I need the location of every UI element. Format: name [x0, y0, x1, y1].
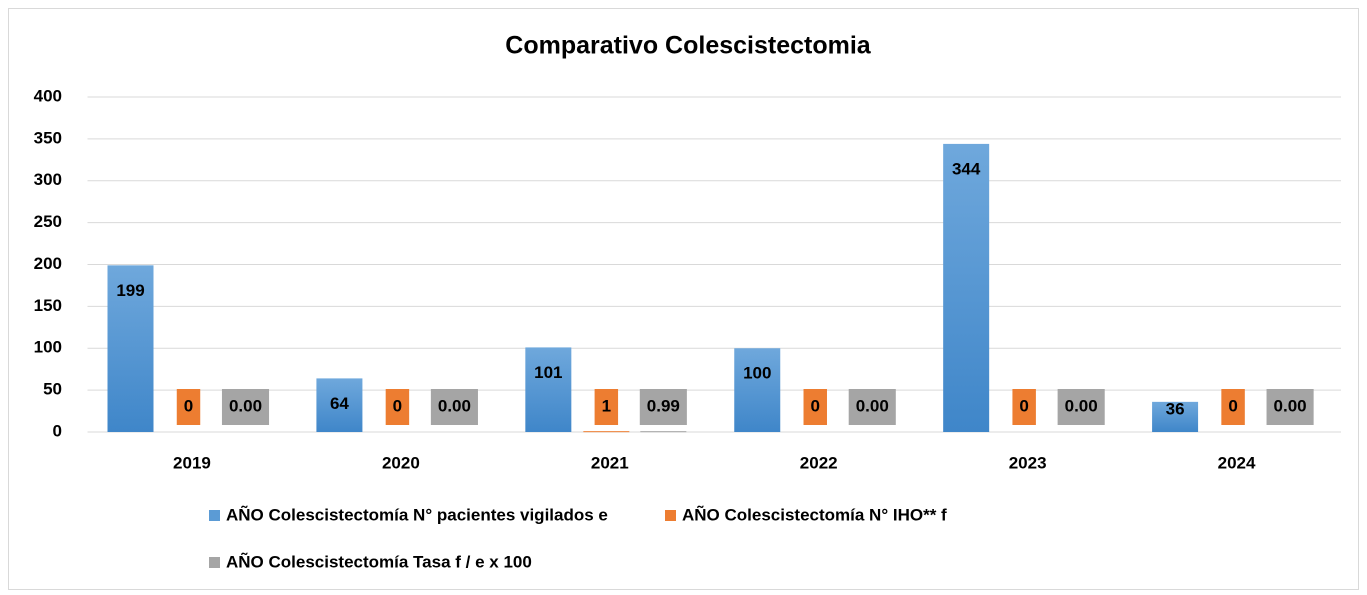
- data-label: 1: [602, 396, 611, 415]
- bar: [640, 431, 687, 433]
- legend-label: AÑO Colescistectomía N° pacientes vigila…: [226, 504, 608, 524]
- data-label: 100: [743, 364, 771, 383]
- x-tick-label: 2024: [1218, 453, 1256, 472]
- legend-swatch: [209, 557, 220, 568]
- data-label-background: [1221, 389, 1245, 425]
- data-label: 199: [116, 281, 144, 300]
- bar: [525, 347, 572, 432]
- data-label: 36: [1166, 399, 1185, 418]
- data-label-background: [385, 389, 410, 425]
- data-label: 0: [811, 396, 820, 415]
- y-tick-label: 50: [43, 380, 62, 399]
- data-label: 0.00: [438, 396, 471, 415]
- data-label-background: [176, 389, 201, 425]
- bar: [316, 378, 363, 432]
- y-tick-label: 0: [53, 421, 62, 440]
- data-label: 0: [184, 396, 193, 415]
- bar: [734, 348, 781, 432]
- data-label: 0.00: [229, 396, 262, 415]
- x-tick-label: 2021: [591, 453, 629, 472]
- data-label-background: [221, 389, 270, 425]
- y-tick-label: 400: [34, 86, 62, 105]
- y-tick-label: 350: [34, 128, 62, 147]
- bar: [1152, 401, 1199, 432]
- data-label: 344: [952, 159, 981, 178]
- legend-label: AÑO Colescistectomía Tasa f / e x 100: [226, 551, 532, 571]
- data-label: 0: [393, 396, 402, 415]
- y-tick-label: 150: [34, 296, 62, 315]
- x-tick-label: 2023: [1009, 453, 1047, 472]
- data-label-background: [594, 389, 619, 425]
- data-label-background: [1012, 389, 1036, 425]
- x-tick-label: 2020: [382, 453, 420, 472]
- bar: [943, 143, 990, 432]
- legend-swatch: [665, 510, 676, 521]
- y-tick-label: 250: [34, 212, 62, 231]
- data-label: 0.00: [856, 396, 889, 415]
- y-tick-label: 300: [34, 170, 62, 189]
- data-label: 0.99: [647, 396, 680, 415]
- legend-swatch: [209, 510, 220, 521]
- data-label-background: [430, 389, 478, 425]
- data-label: 0.00: [1065, 396, 1098, 415]
- bar: [107, 265, 154, 432]
- data-label-background: [848, 389, 896, 425]
- y-tick-label: 200: [34, 254, 62, 273]
- bar: [583, 431, 630, 433]
- data-label-background: [1266, 389, 1314, 425]
- data-label-background: [803, 389, 827, 425]
- chart-title: Comparativo Colescistectomia: [505, 32, 871, 60]
- data-label: 0.00: [1274, 396, 1307, 415]
- data-label: 101: [534, 363, 562, 382]
- legend-label: AÑO Colescistectomía N° IHO** f: [682, 504, 947, 524]
- x-tick-label: 2022: [800, 453, 838, 472]
- data-label-background: [1057, 389, 1105, 425]
- data-label: 0: [1228, 396, 1237, 415]
- data-label: 0: [1019, 396, 1028, 415]
- chart-border: [8, 8, 1359, 590]
- data-label-background: [639, 389, 687, 425]
- y-tick-label: 100: [34, 338, 62, 357]
- data-label: 64: [330, 394, 349, 413]
- x-tick-label: 2019: [173, 453, 211, 472]
